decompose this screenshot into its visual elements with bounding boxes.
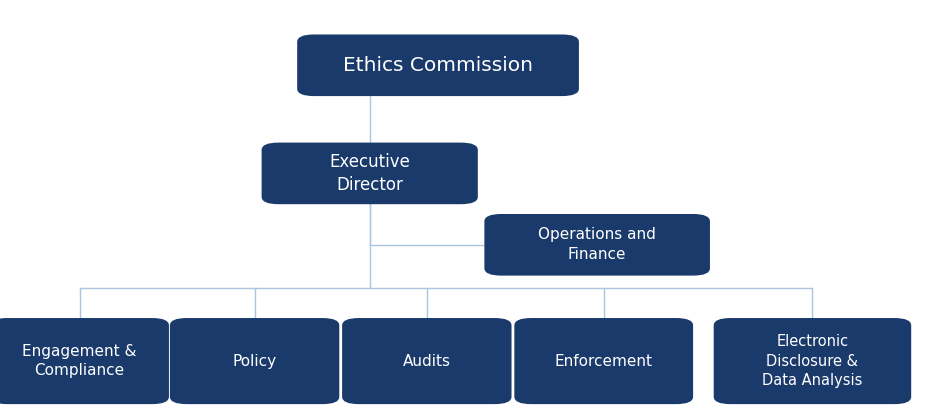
Text: Engagement &
Compliance: Engagement & Compliance	[22, 344, 137, 379]
FancyBboxPatch shape	[515, 318, 693, 404]
Text: Enforcement: Enforcement	[555, 354, 652, 368]
FancyBboxPatch shape	[261, 143, 478, 204]
FancyBboxPatch shape	[298, 35, 579, 96]
FancyBboxPatch shape	[343, 318, 512, 404]
Text: Operations and
Finance: Operations and Finance	[538, 227, 656, 262]
FancyBboxPatch shape	[485, 214, 709, 276]
Text: Ethics Commission: Ethics Commission	[344, 56, 533, 75]
Text: Audits: Audits	[402, 354, 451, 368]
Text: Executive
Director: Executive Director	[329, 153, 410, 194]
FancyBboxPatch shape	[170, 318, 340, 404]
Text: Policy: Policy	[232, 354, 277, 368]
FancyBboxPatch shape	[713, 318, 912, 404]
Text: Electronic
Disclosure &
Data Analysis: Electronic Disclosure & Data Analysis	[762, 334, 863, 388]
FancyBboxPatch shape	[0, 318, 169, 404]
